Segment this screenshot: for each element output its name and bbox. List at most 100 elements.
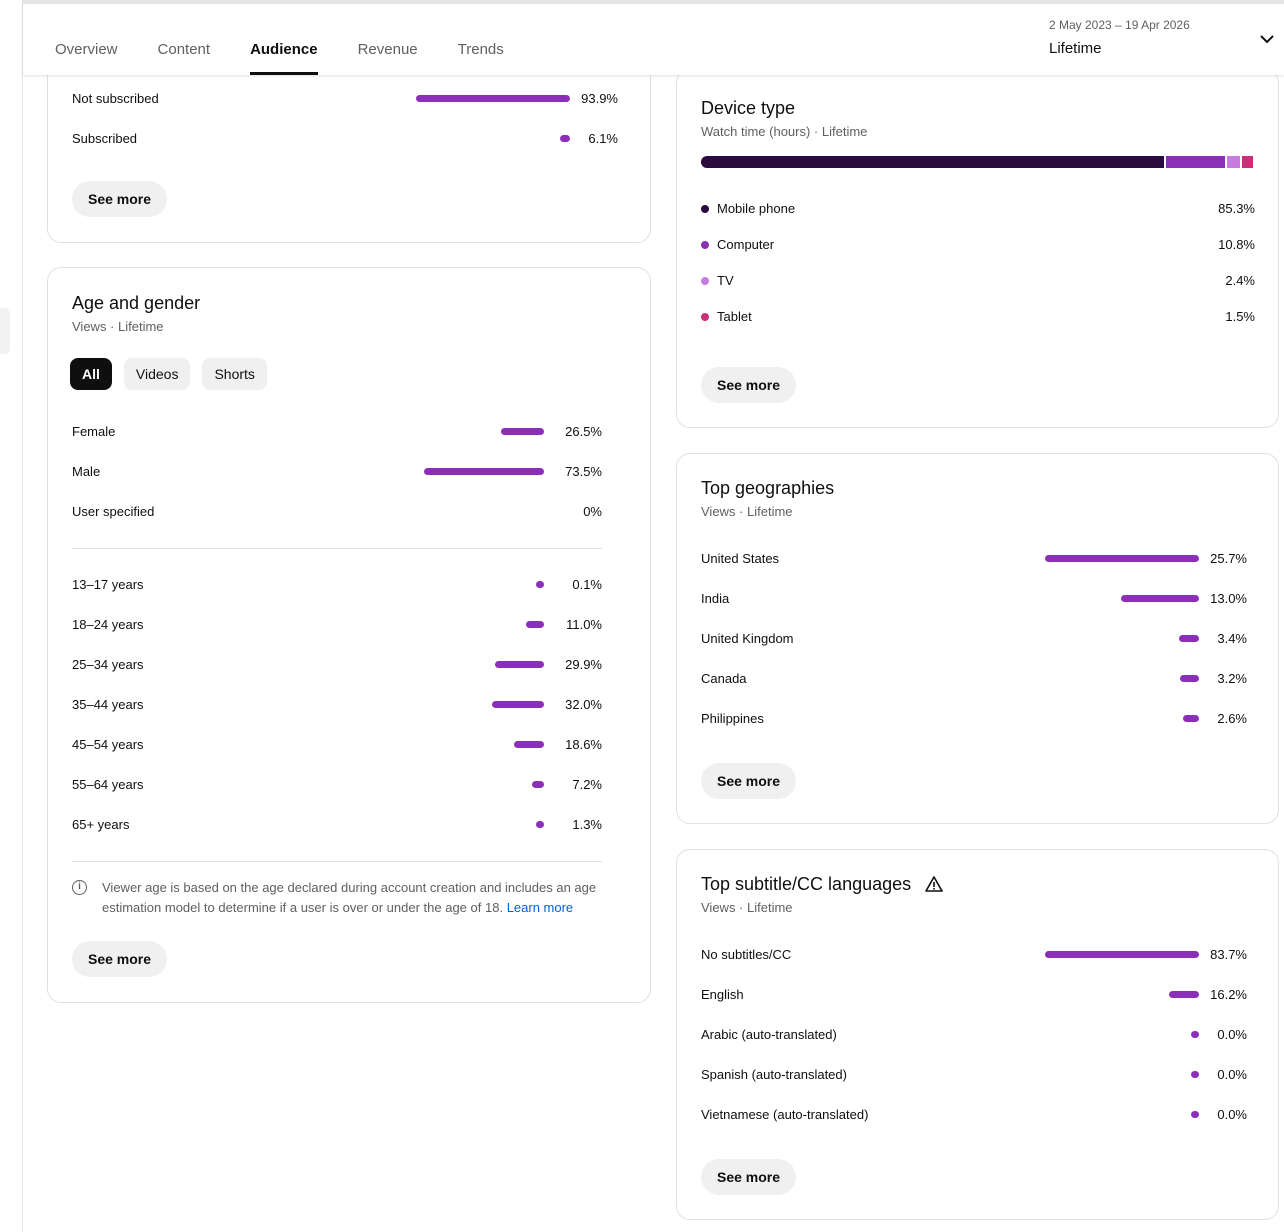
- row-label: Not subscribed: [72, 91, 159, 106]
- language-row: Arabic (auto-translated) 0.0%: [701, 1025, 1247, 1045]
- row-value: 0.0%: [1217, 1067, 1247, 1082]
- age-row: 35–44 years 32.0%: [72, 695, 602, 715]
- row-label: 55–64 years: [72, 777, 144, 792]
- language-row: No subtitles/CC 83.7%: [701, 945, 1247, 965]
- chip-shorts[interactable]: Shorts: [202, 358, 267, 390]
- warning-icon[interactable]: [925, 875, 943, 893]
- period-label: Lifetime: [1049, 40, 1102, 57]
- row-bar: [1191, 1071, 1199, 1078]
- row-value: 0.0%: [1217, 1027, 1247, 1042]
- see-more-button[interactable]: See more: [701, 367, 797, 403]
- row-value: 83.7%: [1210, 947, 1247, 962]
- age-row: 18–24 years 11.0%: [72, 615, 602, 635]
- row-bar: [1045, 555, 1199, 562]
- row-bar: [1180, 675, 1199, 682]
- analytics-tabs: Overview Content Audience Revenue Trends: [55, 4, 544, 75]
- date-range-picker[interactable]: 2 May 2023 – 19 Apr 2026 Lifetime: [1049, 18, 1284, 68]
- chip-all[interactable]: All: [70, 358, 112, 390]
- learn-more-link[interactable]: Learn more: [506, 900, 574, 915]
- row-label: United States: [701, 551, 780, 566]
- card-title: Top geographies: [701, 478, 835, 498]
- age-row: 45–54 years 18.6%: [72, 735, 602, 755]
- card-subtitle: Views · Lifetime: [701, 900, 793, 915]
- top-bar: Overview Content Audience Revenue Trends…: [23, 0, 1284, 75]
- card-subtitle: Watch time (hours) · Lifetime: [701, 124, 868, 139]
- tab-trends[interactable]: Trends: [457, 41, 504, 58]
- divider: [72, 548, 602, 549]
- see-more-button[interactable]: See more: [701, 763, 797, 799]
- geography-row: United States 25.7%: [701, 549, 1247, 569]
- row-bar: [514, 741, 544, 748]
- age-row: 13–17 years 0.1%: [72, 575, 602, 595]
- device-type-card: Device type Watch time (hours) · Lifetim…: [676, 69, 1279, 428]
- card-title: Top subtitle/CC languages: [701, 874, 912, 894]
- row-value: 1.3%: [572, 817, 602, 832]
- segment-tv: [1225, 156, 1241, 168]
- see-more-button[interactable]: See more: [72, 181, 168, 217]
- row-value: 13.0%: [1210, 591, 1247, 606]
- row-label: 25–34 years: [72, 657, 144, 672]
- row-value: 2.6%: [1217, 711, 1247, 726]
- top-subtitle-languages-card: Top subtitle/CC languages Views · Lifeti…: [676, 849, 1279, 1220]
- legend-label: TV: [717, 273, 734, 288]
- row-bar: [416, 95, 570, 102]
- legend-dot: [701, 277, 709, 285]
- row-label: 18–24 years: [72, 617, 144, 632]
- row-bar: [1183, 715, 1199, 722]
- card-subtitle: Views · Lifetime: [701, 504, 793, 519]
- row-bar: [492, 701, 544, 708]
- row-label: Female: [72, 424, 116, 439]
- divider: [72, 861, 602, 862]
- row-value: 73.5%: [565, 464, 602, 479]
- note-text: Viewer age is based on the age declared …: [102, 880, 597, 915]
- card-subtitle: Views · Lifetime: [72, 319, 164, 334]
- row-bar: [1191, 1031, 1199, 1038]
- geography-row: Canada 3.2%: [701, 669, 1247, 689]
- tab-content[interactable]: Content: [157, 41, 211, 58]
- row-bar: [560, 135, 570, 142]
- row-bar: [501, 428, 544, 435]
- row-value: 11.0%: [566, 617, 602, 632]
- legend-dot: [701, 205, 709, 213]
- row-value: 93.9%: [581, 91, 618, 106]
- row-value: 3.4%: [1217, 631, 1247, 646]
- tab-audience[interactable]: Audience: [250, 4, 318, 75]
- row-value: 32.0%: [565, 697, 602, 712]
- legend-value: 10.8%: [1218, 237, 1255, 252]
- language-row: English 16.2%: [701, 985, 1247, 1005]
- language-row: Vietnamese (auto-translated) 0.0%: [701, 1105, 1247, 1125]
- chip-videos[interactable]: Videos: [123, 358, 191, 390]
- row-label: 45–54 years: [72, 737, 144, 752]
- row-bar: [1179, 635, 1199, 642]
- legend-value: 1.5%: [1225, 309, 1255, 324]
- age-row: 55–64 years 7.2%: [72, 775, 602, 795]
- tab-overview[interactable]: Overview: [55, 41, 118, 58]
- see-more-button[interactable]: See more: [701, 1159, 797, 1195]
- row-bar: [1191, 1111, 1199, 1118]
- gender-row: Male 73.5%: [72, 462, 602, 482]
- legend-dot: [701, 241, 709, 249]
- row-bar: [1121, 595, 1199, 602]
- row-label: Male: [72, 464, 101, 479]
- row-label: Philippines: [701, 711, 764, 726]
- row-label: 65+ years: [72, 817, 130, 832]
- row-value: 26.5%: [565, 424, 602, 439]
- gender-row: User specified 0%: [72, 502, 602, 522]
- top-geographies-card: Top geographies Views · Lifetime United …: [676, 453, 1279, 824]
- legend-row: Tablet 1.5%: [701, 307, 1255, 327]
- age-row: 65+ years 1.3%: [72, 815, 602, 835]
- rail-handle[interactable]: [0, 308, 10, 354]
- content-type-chips: All Videos Shorts: [70, 358, 279, 390]
- tab-revenue[interactable]: Revenue: [357, 41, 418, 58]
- row-bar: [1169, 991, 1199, 998]
- device-stacked-bar: [701, 156, 1269, 168]
- legend-row: TV 2.4%: [701, 271, 1255, 291]
- row-bar: [536, 821, 544, 828]
- geography-row: United Kingdom 3.4%: [701, 629, 1247, 649]
- row-label: Arabic (auto-translated): [701, 1027, 837, 1042]
- info-icon: i: [72, 880, 87, 895]
- row-label: English: [701, 987, 744, 1002]
- see-more-button[interactable]: See more: [72, 941, 168, 977]
- row-value: 3.2%: [1217, 671, 1247, 686]
- chevron-down-icon: [1260, 35, 1274, 44]
